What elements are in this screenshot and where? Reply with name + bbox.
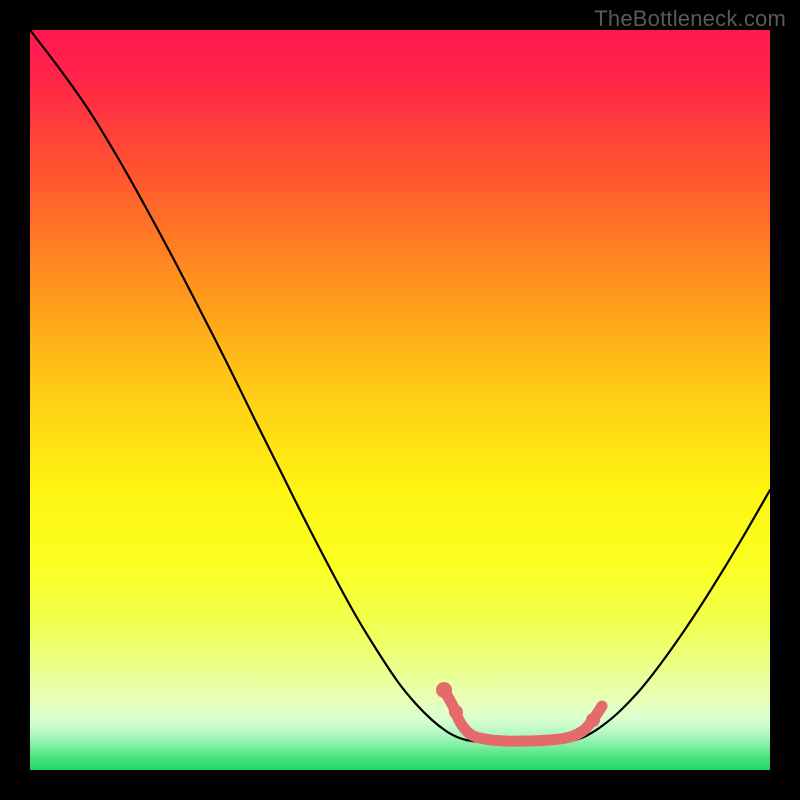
highlight-dot-2 [586, 713, 600, 727]
curve-left-branch [30, 30, 466, 740]
chart-frame: TheBottleneck.com [0, 0, 800, 800]
highlight-dot-0 [436, 682, 452, 698]
watermark-text: TheBottleneck.com [594, 6, 786, 32]
curve-layer [30, 30, 770, 770]
highlight-stroke [444, 690, 602, 741]
plot-area [30, 30, 770, 770]
highlight-dot-1 [449, 705, 463, 719]
